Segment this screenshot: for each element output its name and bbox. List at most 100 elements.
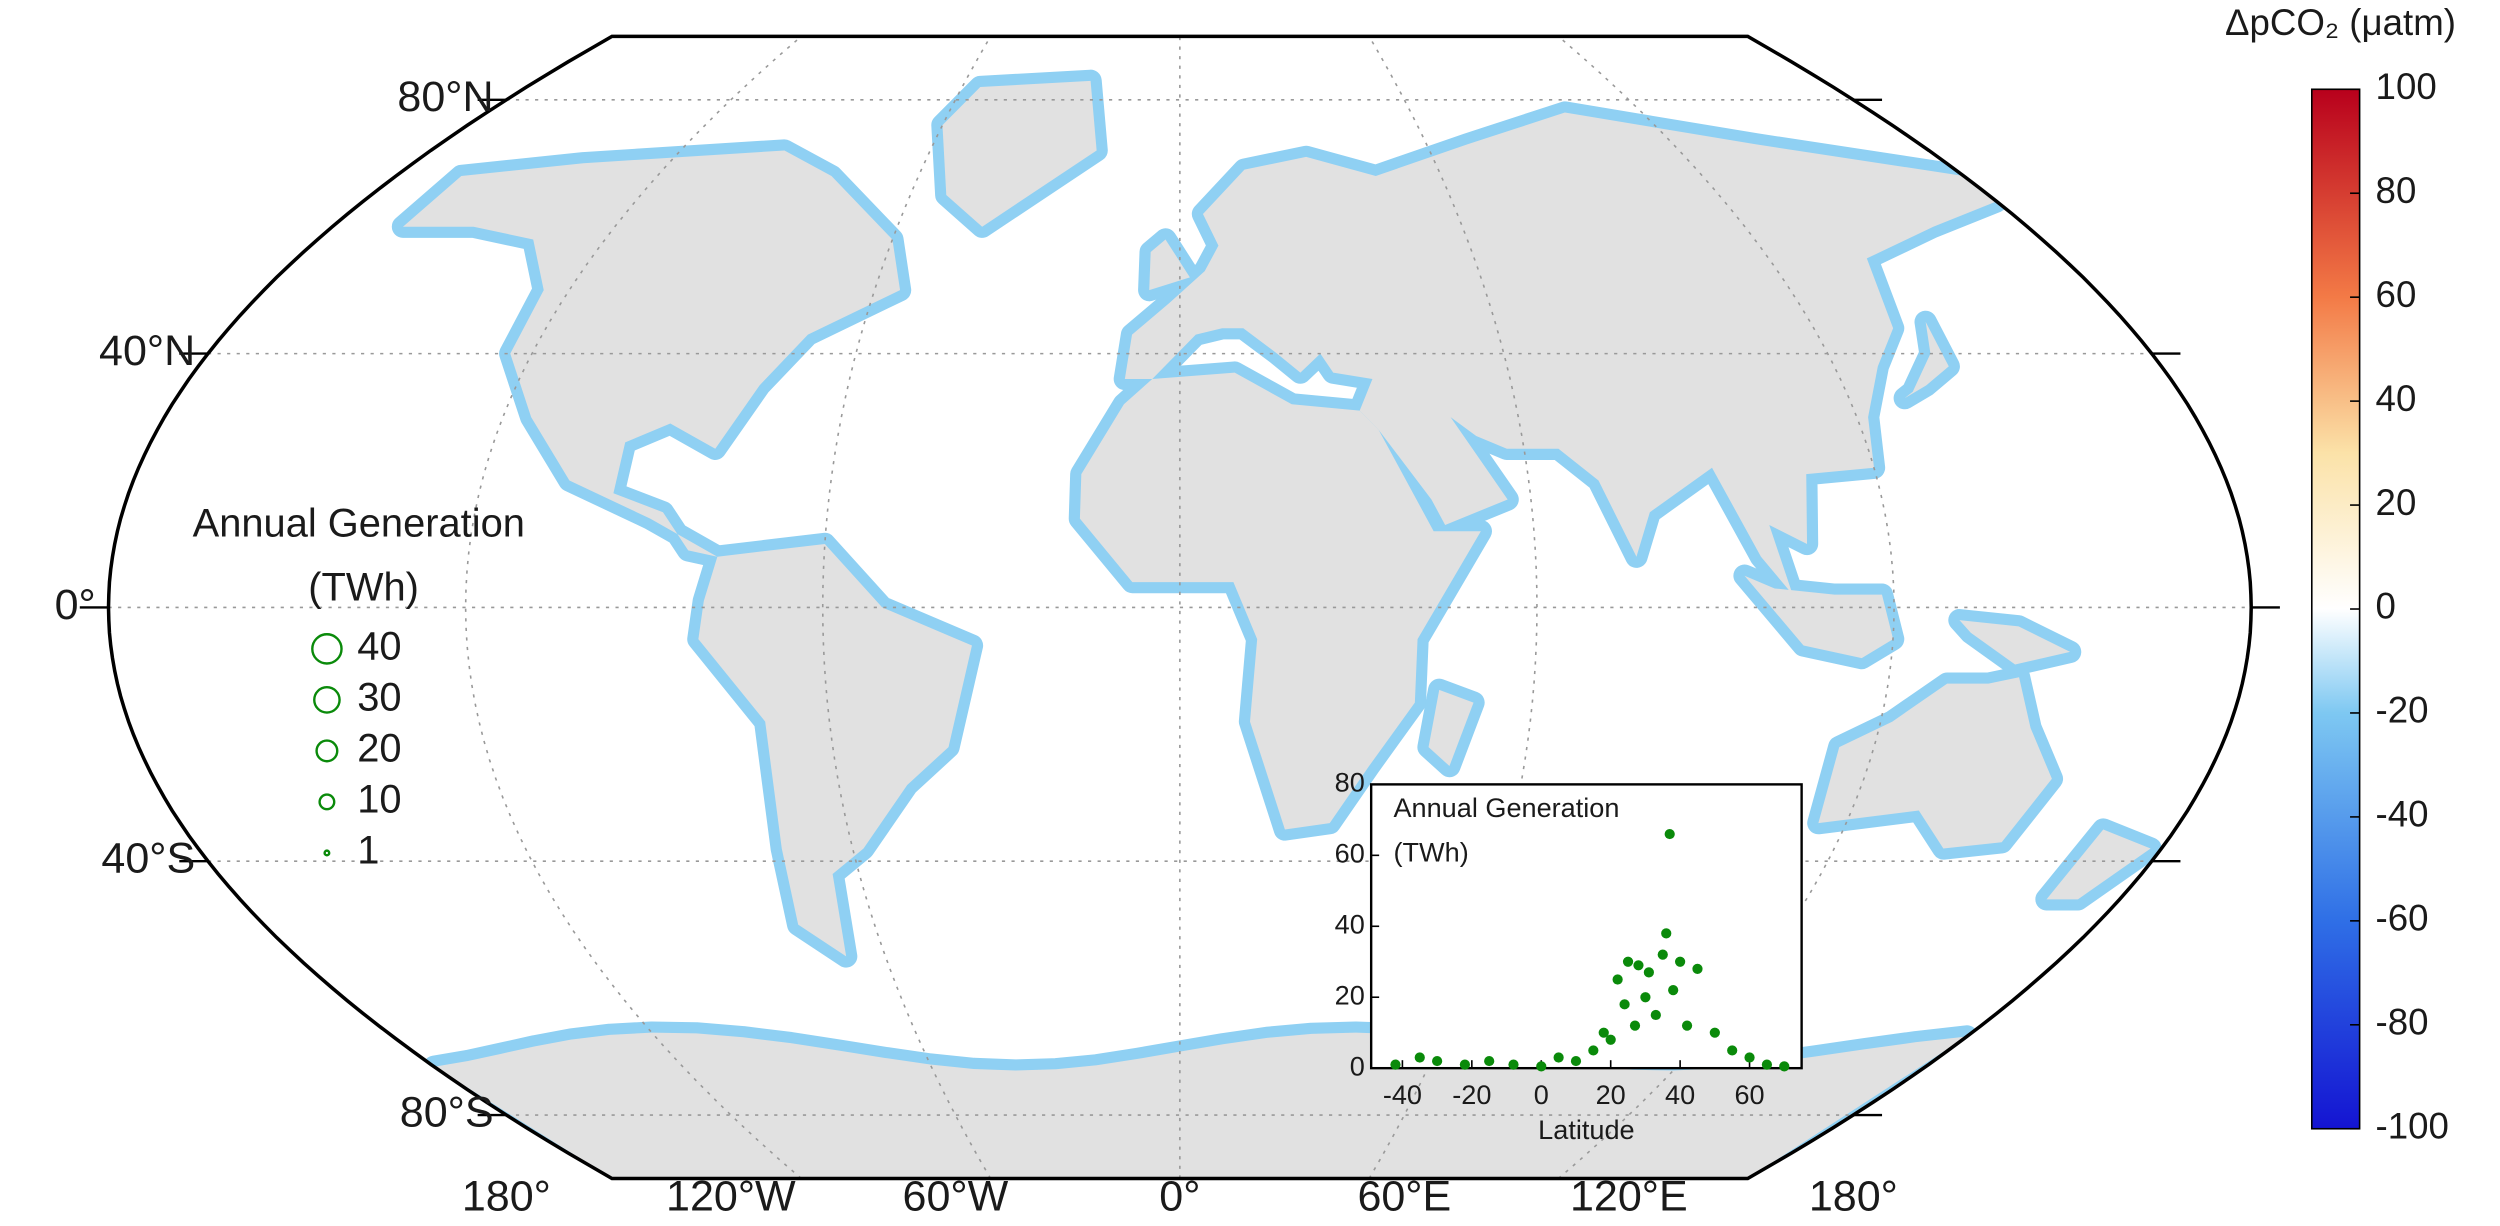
point xyxy=(1570,1055,1582,1067)
point xyxy=(1619,999,1630,1010)
point xyxy=(1744,1052,1755,1063)
point xyxy=(1536,1061,1547,1072)
point xyxy=(1432,1055,1443,1067)
legend-marker xyxy=(318,793,336,811)
colorbar-tick-label: 80 xyxy=(2376,170,2417,211)
point xyxy=(1484,1055,1495,1067)
lat-label: 0° xyxy=(55,581,96,629)
colorbar-tick-label: 60 xyxy=(2376,274,2417,315)
point xyxy=(1692,963,1703,974)
point xyxy=(1553,1052,1564,1063)
lat-label: 80°S xyxy=(400,1088,494,1136)
y-tick-label: 0 xyxy=(1350,1050,1365,1081)
colorbar-tick-label: 20 xyxy=(2376,482,2417,523)
lon-label: 60°E xyxy=(1357,1172,1451,1220)
inset-frame xyxy=(1369,783,1803,1070)
x-tick-label: 60 xyxy=(1734,1079,1764,1110)
colorbar-tick-label: 40 xyxy=(2376,378,2417,419)
legend-label: 20 xyxy=(357,726,401,770)
point xyxy=(1727,1045,1738,1056)
lat-label: 80°N xyxy=(397,73,493,121)
colorbar-tick-label: -60 xyxy=(2376,898,2429,939)
map-outline xyxy=(106,34,2253,1181)
point xyxy=(1629,1020,1641,1031)
point xyxy=(1668,985,1679,996)
coastal-band xyxy=(1807,666,2064,860)
point xyxy=(1709,1027,1720,1038)
point xyxy=(1643,967,1654,978)
y-tick-label: 60 xyxy=(1335,837,1365,868)
land xyxy=(1904,321,1949,399)
legend-marker xyxy=(313,686,341,714)
land xyxy=(402,150,901,557)
point xyxy=(1598,1027,1609,1038)
colorbar-tick-label: -100 xyxy=(2376,1105,2449,1146)
x-tick-label: 20 xyxy=(1596,1079,1626,1110)
meridian xyxy=(464,36,802,1179)
point xyxy=(1588,1045,1599,1056)
land xyxy=(1428,689,1474,767)
y-tick-label: 20 xyxy=(1335,979,1365,1010)
point xyxy=(1681,1020,1693,1031)
legend-label: 10 xyxy=(357,777,401,821)
legend-label: 1 xyxy=(357,828,379,872)
point xyxy=(1661,928,1672,939)
coastal-band xyxy=(1948,609,2082,676)
land xyxy=(2046,829,2151,900)
lon-label: 120°W xyxy=(666,1172,796,1220)
meridian xyxy=(1557,36,1895,1179)
lat-label: 40°S xyxy=(101,835,195,883)
legend-title: Annual Generation xyxy=(193,502,525,546)
x-tick-label: -20 xyxy=(1452,1079,1491,1110)
inset-title: Annual Generation xyxy=(1393,792,1619,823)
point xyxy=(1605,1034,1616,1045)
lon-label: 180° xyxy=(462,1172,551,1220)
colorbar-tick-label: -40 xyxy=(2376,794,2429,835)
map xyxy=(108,36,2252,1179)
land xyxy=(1959,620,2071,665)
land xyxy=(942,80,1097,227)
point xyxy=(1657,949,1668,960)
point xyxy=(1633,960,1644,971)
point xyxy=(1414,1052,1425,1063)
y-tick-label: 80 xyxy=(1335,767,1365,798)
lon-label: 180° xyxy=(1809,1172,1898,1220)
point xyxy=(1459,1059,1470,1070)
point xyxy=(1761,1059,1773,1070)
legend-marker xyxy=(315,739,339,763)
x-tick-label: -40 xyxy=(1383,1079,1422,1110)
legend-title: (TWh) xyxy=(308,565,419,609)
colorbar-tick-label: -20 xyxy=(2376,690,2429,731)
x-tick-label: 40 xyxy=(1665,1079,1695,1110)
inset-title: (TWh) xyxy=(1393,837,1468,868)
x-axis-label: Latitude xyxy=(1538,1114,1634,1145)
land xyxy=(698,543,972,957)
meridian xyxy=(821,36,992,1179)
lon-label: 0° xyxy=(1159,1172,1200,1220)
point xyxy=(1612,974,1623,985)
lat-label: 40°N xyxy=(99,327,195,375)
land xyxy=(1744,575,1894,659)
point xyxy=(1664,828,1675,840)
colorbar-title: ΔpCO₂ (μatm) xyxy=(2225,2,2456,43)
legend-marker xyxy=(323,849,331,857)
point xyxy=(1508,1059,1519,1070)
land xyxy=(1818,677,2052,849)
legend-label: 30 xyxy=(357,675,401,719)
colorbar-tick-label: 100 xyxy=(2376,66,2437,107)
colorbar-tick-label: -80 xyxy=(2376,1001,2429,1042)
point xyxy=(1779,1061,1790,1072)
legend-marker xyxy=(311,633,343,665)
legend-label: 40 xyxy=(357,624,401,668)
colorbar-tick-label: 0 xyxy=(2376,586,2396,627)
point xyxy=(1675,956,1686,967)
lon-label: 120°E xyxy=(1570,1172,1688,1220)
y-tick-label: 40 xyxy=(1335,908,1365,939)
point xyxy=(1650,1009,1661,1021)
land xyxy=(1124,112,1997,595)
lon-label: 60°W xyxy=(903,1172,1009,1220)
point xyxy=(1640,992,1651,1003)
